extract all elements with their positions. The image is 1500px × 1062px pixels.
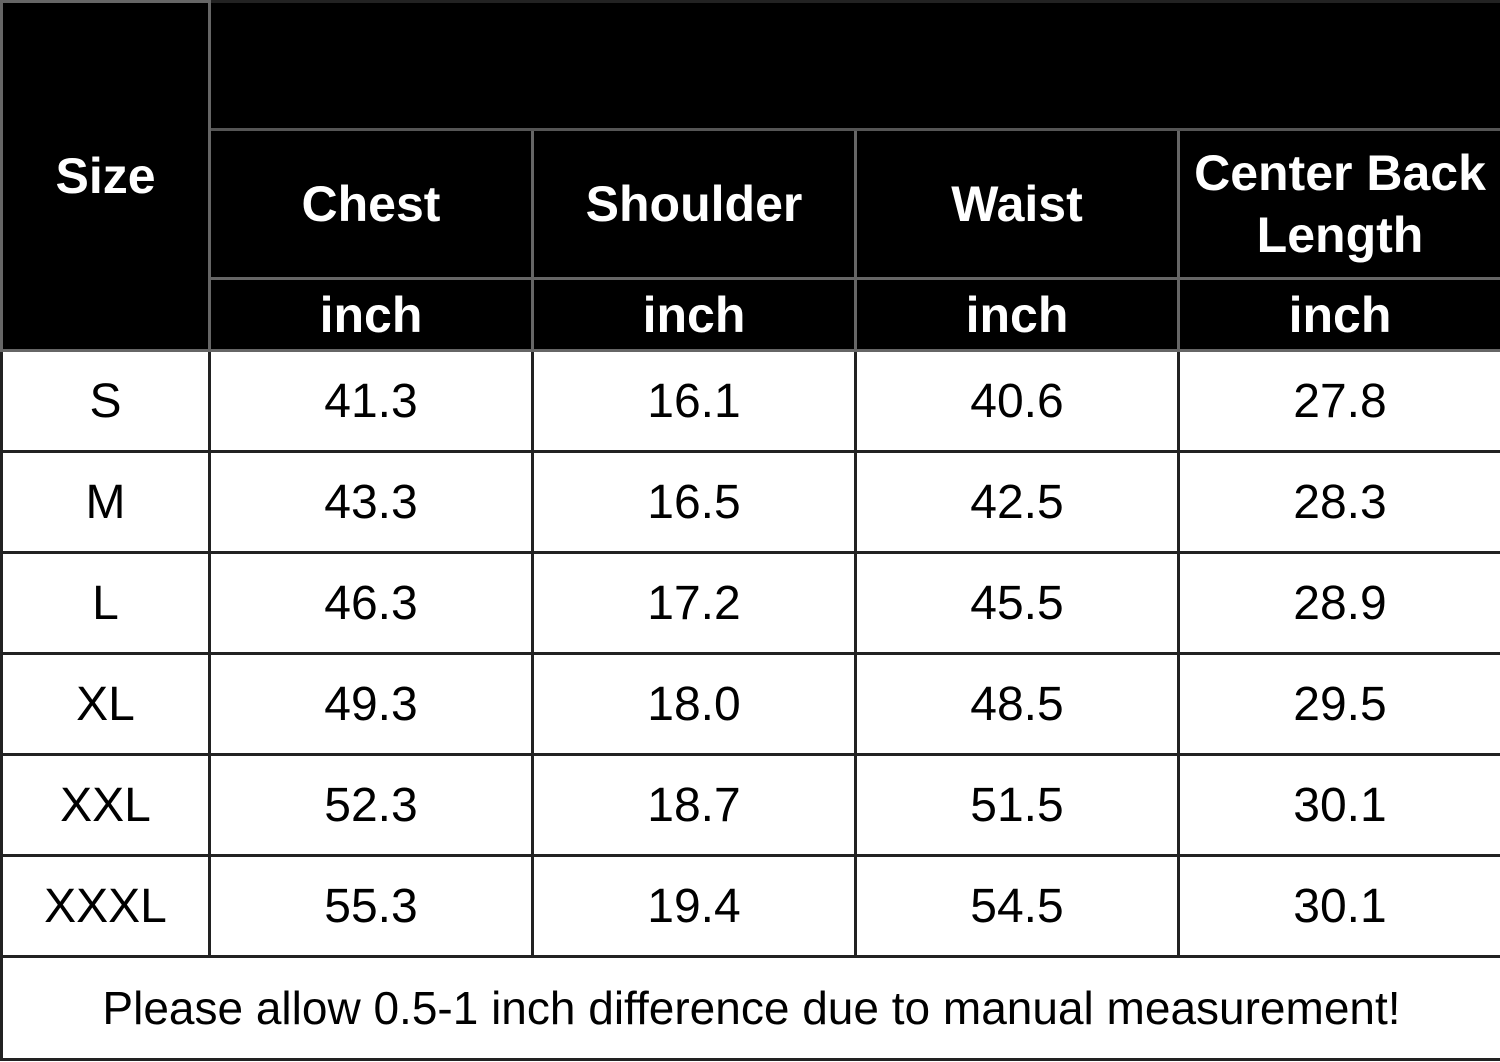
length-cell: 29.5 xyxy=(1177,652,1500,756)
center-back-length-unit: inch xyxy=(1177,277,1500,352)
size-cell: L xyxy=(0,551,211,655)
table-row: L 46.3 17.2 45.5 28.9 xyxy=(0,551,1500,655)
length-cell: 28.9 xyxy=(1177,551,1500,655)
chest-cell: 43.3 xyxy=(208,450,534,554)
size-cell: XXL xyxy=(0,753,211,857)
length-cell: 27.8 xyxy=(1177,349,1500,453)
length-cell: 30.1 xyxy=(1177,753,1500,857)
measurement-note: Please allow 0.5-1 inch difference due t… xyxy=(0,955,1500,1061)
waist-cell: 51.5 xyxy=(854,753,1180,857)
table-row: XXL 52.3 18.7 51.5 30.1 xyxy=(0,753,1500,857)
shoulder-unit: inch xyxy=(531,277,857,352)
center-back-length-header: Center Back Length xyxy=(1177,128,1500,281)
shoulder-cell: 18.0 xyxy=(531,652,857,756)
shoulder-cell: 18.7 xyxy=(531,753,857,857)
length-cell: 28.3 xyxy=(1177,450,1500,554)
chest-cell: 46.3 xyxy=(208,551,534,655)
header-units-row: inch inch inch inch xyxy=(2,277,1500,352)
chest-header: Chest xyxy=(208,128,534,281)
chest-cell: 55.3 xyxy=(208,854,534,958)
shoulder-cell: 16.1 xyxy=(531,349,857,453)
header-names-row: Chest Shoulder Waist Center Back Length xyxy=(2,128,1500,281)
shoulder-cell: 19.4 xyxy=(531,854,857,958)
chest-unit: inch xyxy=(208,277,534,352)
size-cell: XXXL xyxy=(0,854,211,958)
size-cell: M xyxy=(0,450,211,554)
size-header: Size xyxy=(0,0,211,352)
table-row: XXXL 55.3 19.4 54.5 30.1 xyxy=(0,854,1500,958)
shoulder-header: Shoulder xyxy=(531,128,857,281)
waist-cell: 48.5 xyxy=(854,652,1180,756)
table-row: S 41.3 16.1 40.6 27.8 xyxy=(0,349,1500,453)
chest-cell: 49.3 xyxy=(208,652,534,756)
header-top-band: Size xyxy=(0,0,1500,352)
chest-cell: 52.3 xyxy=(208,753,534,857)
length-cell: 30.1 xyxy=(1177,854,1500,958)
waist-cell: 45.5 xyxy=(854,551,1180,655)
header-blank-band xyxy=(208,0,1500,132)
waist-cell: 40.6 xyxy=(854,349,1180,453)
waist-unit: inch xyxy=(854,277,1180,352)
table-row: M 43.3 16.5 42.5 28.3 xyxy=(0,450,1500,554)
waist-cell: 42.5 xyxy=(854,450,1180,554)
size-cell: XL xyxy=(0,652,211,756)
table-row: XL 49.3 18.0 48.5 29.5 xyxy=(0,652,1500,756)
note-row: Please allow 0.5-1 inch difference due t… xyxy=(0,955,1500,1061)
size-cell: S xyxy=(0,349,211,453)
waist-header: Waist xyxy=(854,128,1180,281)
shoulder-cell: 17.2 xyxy=(531,551,857,655)
waist-cell: 54.5 xyxy=(854,854,1180,958)
shoulder-cell: 16.5 xyxy=(531,450,857,554)
chest-cell: 41.3 xyxy=(208,349,534,453)
